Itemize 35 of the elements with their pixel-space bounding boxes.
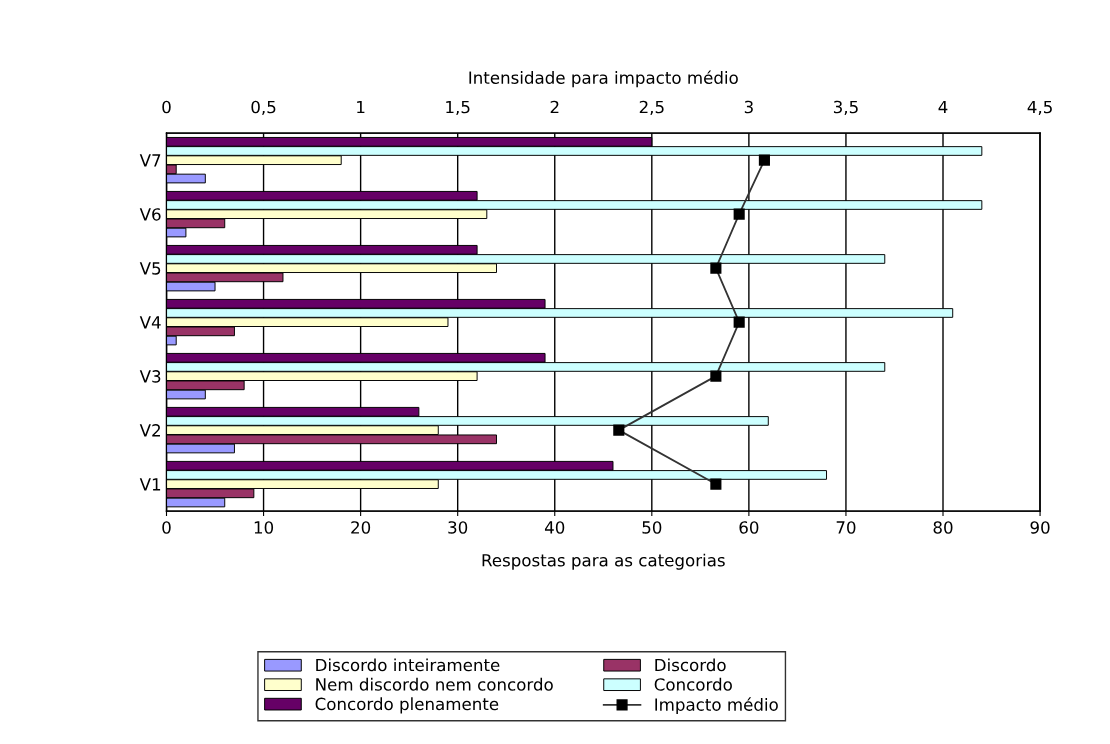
x2-tick-label: 3,5 [833,100,858,115]
x2-tick-label: 2 [550,100,559,114]
legend-label: Concordo plenamente [315,697,499,714]
x2-tick-label: 0 [162,100,171,114]
x-tick-label: 10 [254,521,274,534]
x2-tick-label: 2,5 [639,100,664,115]
x2-tick-label: 3 [744,100,753,114]
legend-label: Discordo [655,658,726,672]
y-tick-label: V4 [139,316,161,329]
x2-tick-label: 1,5 [446,100,470,115]
x-tick-label: 20 [351,521,371,534]
x-tick-label: 0 [162,521,171,534]
x-tick-label: 50 [642,521,662,534]
legend-label: Discordo inteiramente [316,658,500,672]
x-tick-label: 70 [836,521,856,534]
x-tick-label: 60 [739,521,759,534]
legend-label: Nem discordo nem concordo [316,677,553,691]
x-tick-label: 40 [544,521,565,534]
y-tick-label: V3 [139,370,161,383]
x-tick-label: 30 [448,521,468,534]
x-tick-label: 90 [1030,521,1050,534]
y-tick-label: V7 [139,154,161,167]
x2-tick-label: 4,5 [1027,100,1052,115]
x2-tick-label: 1 [357,100,365,114]
x2-tick-label: 0,5 [251,100,276,115]
x-axis-title: Respostas para as categorias [482,553,725,570]
legend-label: Concordo [654,677,732,691]
y-tick-label: V2 [139,424,160,437]
legend-label: Impacto médio [655,697,778,715]
x-tick-label: 80 [933,521,953,534]
y-tick-label: V6 [139,208,161,221]
x2-axis-title: Intensidade para impacto médio [469,70,738,88]
x2-tick-label: 4 [938,100,948,114]
y-tick-label: V1 [139,478,161,491]
y-tick-label: V5 [139,262,161,275]
